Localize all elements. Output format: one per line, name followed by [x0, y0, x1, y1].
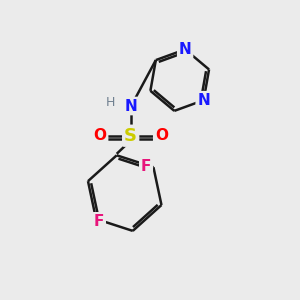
Text: S: S [124, 127, 137, 145]
Text: O: O [94, 128, 106, 143]
Text: N: N [124, 98, 137, 113]
Text: N: N [197, 93, 210, 108]
Text: N: N [179, 42, 191, 57]
Text: H: H [106, 96, 115, 109]
Text: F: F [141, 159, 151, 174]
Text: F: F [94, 214, 104, 229]
Text: O: O [155, 128, 168, 143]
